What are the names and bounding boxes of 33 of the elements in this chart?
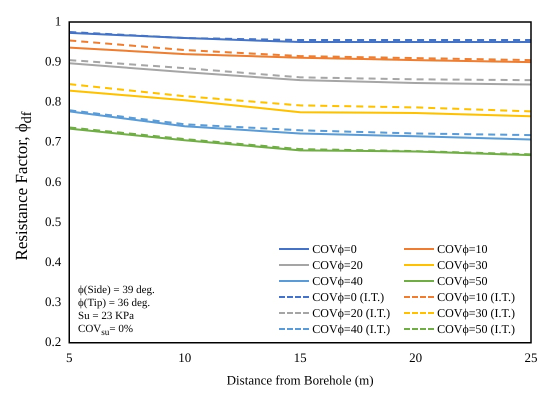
- annotation: ϕ(Side) = 39 deg.: [78, 284, 155, 297]
- y-tick-label: 0.2: [45, 334, 62, 350]
- legend-label: COVϕ=0: [312, 241, 357, 257]
- legend-label: COVϕ=40: [312, 273, 363, 289]
- y-tick-label: 0.3: [45, 294, 62, 310]
- legend-label: COVϕ=30 (I.T.): [437, 305, 515, 321]
- y-tick-label: 0.7: [45, 134, 62, 149]
- annotation: ϕ(Tip) = 36 deg.: [78, 296, 152, 310]
- annotation: COV$_{su}$= 0%: [78, 322, 134, 339]
- legend-label: COVϕ=10 (I.T.): [437, 289, 515, 305]
- x-axis-title: Distance from Borehole (m): [226, 372, 374, 388]
- y-tick-label: 1: [54, 13, 62, 28]
- x-tick-label: 25: [524, 350, 538, 366]
- y-tick-label: 0.6: [45, 174, 62, 189]
- y-tick-label: 0.4: [45, 254, 62, 270]
- legend-label: COVϕ=10: [437, 241, 488, 257]
- y-tick-label: 0.5: [45, 214, 62, 229]
- legend-label: COVϕ=30: [437, 257, 488, 273]
- legend-label: COVϕ=50 (I.T.): [437, 321, 515, 337]
- legend-label: COVϕ=0 (I.T.): [312, 289, 384, 305]
- x-tick-label: 20: [409, 350, 422, 366]
- legend-label: COVϕ=40 (I.T.): [312, 321, 390, 337]
- x-tick-label: 5: [66, 350, 72, 366]
- x-tick-label: 15: [294, 350, 307, 366]
- y-tick-label: 0.9: [45, 54, 62, 69]
- annotation: Su = 23 KPa: [78, 310, 136, 323]
- legend-label: COVϕ=20 (I.T.): [312, 305, 390, 321]
- legend-label: COVϕ=20: [312, 257, 363, 273]
- legend-label: COVϕ=50: [437, 273, 488, 289]
- y-tick-label: 0.8: [45, 94, 62, 109]
- line-series: [69, 59, 531, 82]
- line-series: [69, 83, 531, 112]
- x-tick-label: 10: [178, 350, 192, 366]
